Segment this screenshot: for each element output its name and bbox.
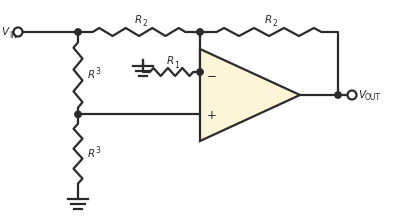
- Text: +: +: [207, 109, 217, 122]
- Text: R: R: [264, 15, 272, 25]
- Text: IN: IN: [9, 30, 17, 39]
- Text: 3: 3: [95, 146, 100, 155]
- Circle shape: [197, 29, 203, 35]
- Text: R: R: [167, 56, 174, 66]
- Text: R: R: [88, 149, 95, 159]
- Text: R: R: [88, 70, 95, 80]
- Text: V: V: [1, 27, 8, 37]
- Circle shape: [348, 90, 356, 99]
- Circle shape: [75, 111, 81, 118]
- Text: 1: 1: [174, 60, 179, 69]
- Text: V: V: [358, 90, 365, 100]
- Text: OUT: OUT: [365, 94, 381, 102]
- Text: R: R: [134, 15, 142, 25]
- Text: 2: 2: [273, 19, 277, 28]
- Text: 3: 3: [95, 67, 100, 76]
- Text: −: −: [207, 70, 217, 83]
- Circle shape: [197, 69, 203, 75]
- Circle shape: [75, 29, 81, 35]
- Text: 2: 2: [143, 19, 147, 28]
- Circle shape: [335, 92, 341, 98]
- Circle shape: [14, 28, 22, 37]
- Polygon shape: [200, 49, 300, 141]
